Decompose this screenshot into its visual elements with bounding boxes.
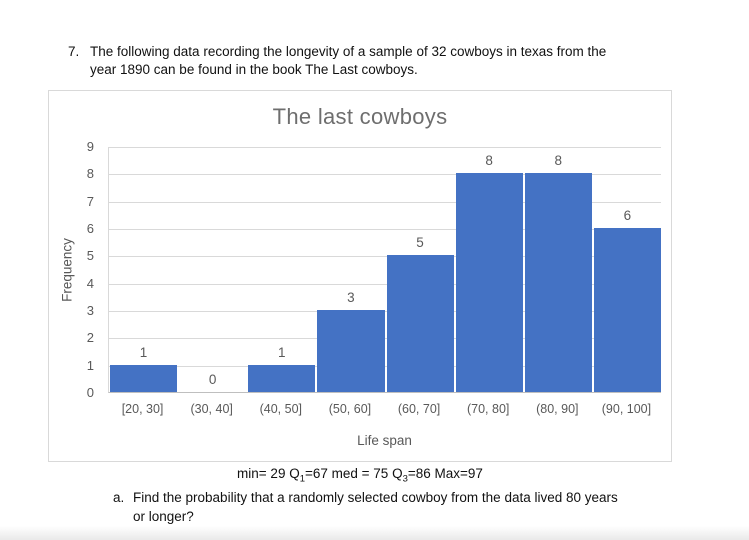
y-tick-label: 6 — [86, 221, 94, 236]
histogram-bar — [593, 228, 661, 392]
y-tick-label: 9 — [86, 139, 94, 154]
y-tick-label: 1 — [86, 357, 94, 373]
question-text: The following data recording the longevi… — [90, 43, 680, 79]
histogram-bar — [248, 364, 316, 392]
part-a-text: Find the probability that a randomly sel… — [133, 488, 668, 526]
histogram-bar — [386, 255, 454, 392]
bar-value-label: 8 — [485, 153, 493, 169]
x-tick-label: [20, 30] — [121, 402, 164, 416]
y-axis-tick-labels: 0 1 2 3 4 5 6 7 8 9 — [49, 139, 101, 400]
question-number: 7. — [68, 44, 80, 59]
bar-value-label: 8 — [554, 153, 563, 169]
x-tick-label: (60, 70] — [397, 402, 441, 416]
gridline-y3 — [109, 311, 661, 312]
part-a-line1: Find the probability that a randomly sel… — [133, 490, 618, 505]
part-a-label: a. — [113, 490, 125, 505]
x-tick-label: (50, 60] — [328, 402, 372, 416]
bar-value-label: 5 — [416, 235, 424, 251]
histogram-bar — [317, 310, 385, 392]
y-tick-label: 8 — [86, 166, 94, 182]
gridline-y9 — [109, 147, 661, 148]
question-text-line1: The following data recording the longevi… — [90, 44, 607, 59]
y-tick-label: 0 — [86, 385, 94, 400]
bar-value-label: 3 — [347, 290, 355, 305]
summary-statistics: min= 29 Q1=67 med = 75 Q3=86 Max=97 — [237, 466, 483, 485]
q3-subscript: 3 — [402, 473, 408, 485]
histogram-bar — [110, 364, 178, 392]
x-tick-label: (70, 80] — [466, 402, 510, 416]
histogram-bar — [455, 173, 523, 392]
bar-value-label: 1 — [139, 344, 148, 360]
q1-subscript: 1 — [299, 473, 305, 485]
y-tick-label: 7 — [86, 193, 94, 209]
x-axis-title: Life span — [357, 433, 412, 448]
bar-value-label: 1 — [278, 344, 286, 360]
gridline-y7 — [109, 201, 661, 203]
part-a-line2: or longer? — [133, 509, 194, 524]
x-tick-label: (80, 90] — [536, 402, 579, 416]
x-tick-label: (40, 50] — [259, 402, 302, 416]
gridline-y8 — [109, 174, 661, 176]
gridline-y6 — [109, 229, 661, 230]
y-tick-label: 5 — [86, 248, 94, 264]
plot-area: 1 0 1 3 5 8 8 6 — [108, 147, 661, 393]
page-bottom-shadow — [0, 526, 749, 540]
y-tick-label: 2 — [86, 330, 94, 346]
y-tick-label: 4 — [86, 275, 94, 291]
bar-value-label: 6 — [623, 208, 632, 223]
chart-title: The last cowboys — [272, 104, 448, 129]
x-tick-label: (30, 40] — [190, 402, 233, 416]
x-tick-label: (90, 100] — [601, 402, 652, 416]
bar-value-label: 0 — [208, 372, 217, 387]
x-axis-tick-labels: [20, 30] (30, 40] (40, 50] (50, 60] (60, 70]… — [108, 401, 661, 417]
y-tick-label: 3 — [86, 303, 94, 318]
question-text-line2: year 1890 can be found in the book The L… — [90, 62, 418, 77]
histogram-bar — [524, 173, 592, 392]
gridline-y1 — [109, 365, 661, 367]
gridline-y5 — [109, 256, 661, 258]
gridline-y4 — [109, 283, 661, 285]
gridline-y2 — [109, 338, 661, 340]
